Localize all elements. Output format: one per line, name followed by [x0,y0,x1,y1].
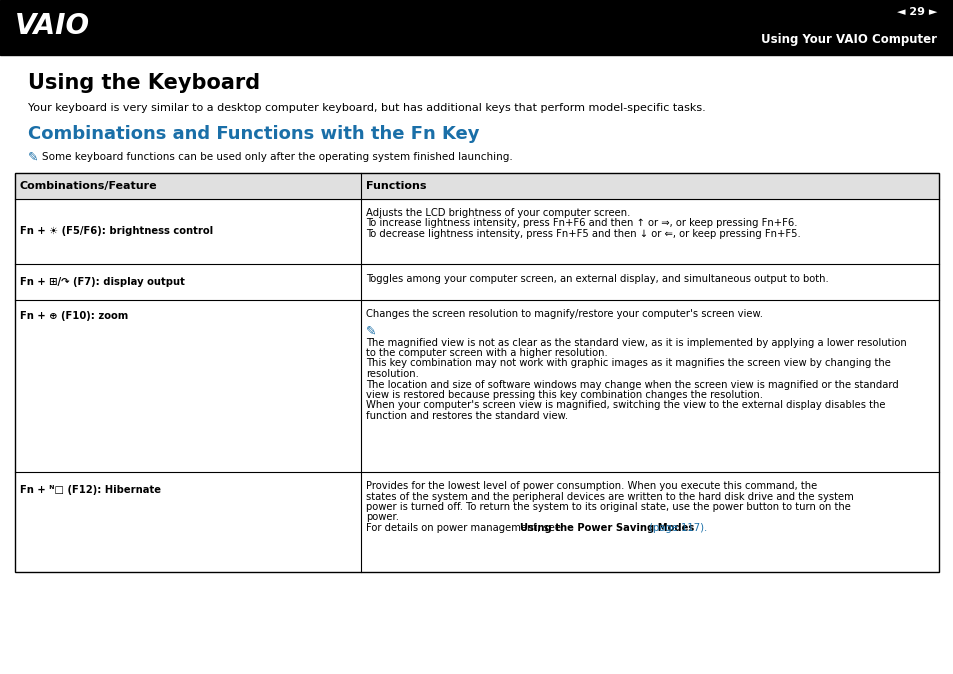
Text: view is restored because pressing this key combination changes the resolution.: view is restored because pressing this k… [366,390,762,400]
Text: ✎: ✎ [366,324,376,338]
Text: Using the Keyboard: Using the Keyboard [28,73,260,93]
Text: Some keyboard functions can be used only after the operating system finished lau: Some keyboard functions can be used only… [42,152,512,162]
Text: Combinations and Functions with the Fn Key: Combinations and Functions with the Fn K… [28,125,479,143]
Text: Fn + ⊕ (F10): zoom: Fn + ⊕ (F10): zoom [20,311,128,321]
Text: states of the system and the peripheral devices are written to the hard disk dri: states of the system and the peripheral … [366,491,853,501]
Text: Fn + ᴺ□ (F12): Hibernate: Fn + ᴺ□ (F12): Hibernate [20,485,161,495]
Text: Changes the screen resolution to magnify/restore your computer's screen view.: Changes the screen resolution to magnify… [366,309,762,319]
Text: Fn + ☀ (F5/F6): brightness control: Fn + ☀ (F5/F6): brightness control [20,226,213,237]
Text: When your computer's screen view is magnified, switching the view to the externa: When your computer's screen view is magn… [366,400,884,410]
Text: Using the Power Saving Modes: Using the Power Saving Modes [519,523,693,533]
Text: This key combination may not work with graphic images as it magnifies the screen: This key combination may not work with g… [366,359,890,369]
Text: Adjusts the LCD brightness of your computer screen.: Adjusts the LCD brightness of your compu… [366,208,630,218]
Text: power is turned off. To return the system to its original state, use the power b: power is turned off. To return the syste… [366,502,850,512]
Text: Your keyboard is very similar to a desktop computer keyboard, but has additional: Your keyboard is very similar to a deskt… [28,103,705,113]
Bar [15,173,938,572]
Text: to the computer screen with a higher resolution.: to the computer screen with a higher res… [366,348,607,358]
Text: ✎: ✎ [28,151,38,164]
Text: VAIO: VAIO [15,12,90,40]
Bar [0,0,953,55]
Text: To increase lightness intensity, press Fn+F6 and then ↑ or ⇒, or keep pressing F: To increase lightness intensity, press F… [366,218,797,228]
Text: (page 117).: (page 117). [645,523,706,533]
Text: Using Your VAIO Computer: Using Your VAIO Computer [760,33,936,46]
Text: To decrease lightness intensity, press Fn+F5 and then ↓ or ⇐, or keep pressing F: To decrease lightness intensity, press F… [366,229,800,239]
Bar [15,173,938,199]
Text: function and restores the standard view.: function and restores the standard view. [366,411,568,421]
Text: Toggles among your computer screen, an external display, and simultaneous output: Toggles among your computer screen, an e… [366,274,828,284]
Text: The location and size of software windows may change when the screen view is mag: The location and size of software window… [366,379,898,390]
Text: Functions: Functions [366,181,426,191]
Text: resolution.: resolution. [366,369,418,379]
Text: Combinations/Feature: Combinations/Feature [20,181,157,191]
Text: For details on power management, see: For details on power management, see [366,523,563,533]
Text: ◄ 29 ►: ◄ 29 ► [896,7,936,17]
Text: Fn + ⊞/↷ (F7): display output: Fn + ⊞/↷ (F7): display output [20,277,185,287]
Text: The magnified view is not as clear as the standard view, as it is implemented by: The magnified view is not as clear as th… [366,338,905,348]
Text: Provides for the lowest level of power consumption. When you execute this comman: Provides for the lowest level of power c… [366,481,817,491]
Text: power.: power. [366,512,398,522]
